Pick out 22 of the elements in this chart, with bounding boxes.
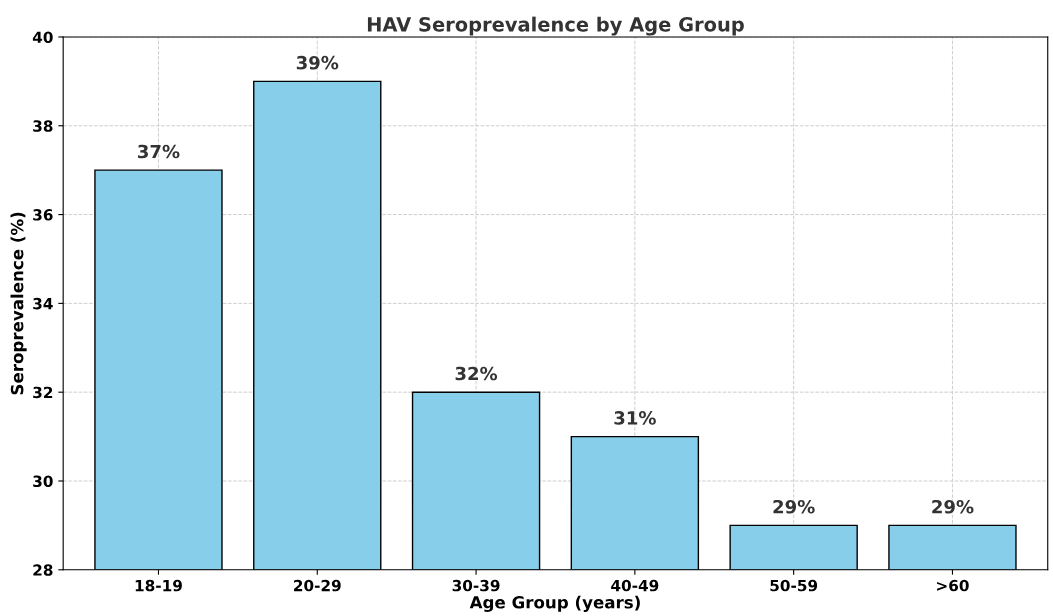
y-tick-label: 38 [33,120,53,132]
y-tick-label: 36 [33,209,53,221]
x-tick-label: >60 [937,579,969,592]
x-tick-label: 20-29 [294,579,341,592]
x-tick-label: 30-39 [452,579,500,592]
x-tick-label: 50-59 [770,579,818,592]
y-tick-label: 28 [33,564,53,576]
data-label: 31% [614,411,656,425]
data-label: 32% [455,366,498,381]
data-label: 39% [296,55,339,70]
data-label: 37% [138,144,180,159]
x-axis-title: Age Group (years) [469,595,640,612]
y-tick-label: 32 [33,386,53,399]
y-axis-title: Seroprevalence (%) [10,212,27,395]
chart-title: HAV Seroprevalence by Age Group [367,16,744,36]
y-tick-label: 30 [33,475,53,488]
y-tick-label: 34 [33,297,53,310]
x-tick-label: 18-19 [135,579,182,592]
y-tick-label: 40 [32,31,53,43]
data-label: 29% [773,499,815,514]
x-tick-label: 40-49 [611,579,659,592]
data-label: 29% [932,499,974,514]
